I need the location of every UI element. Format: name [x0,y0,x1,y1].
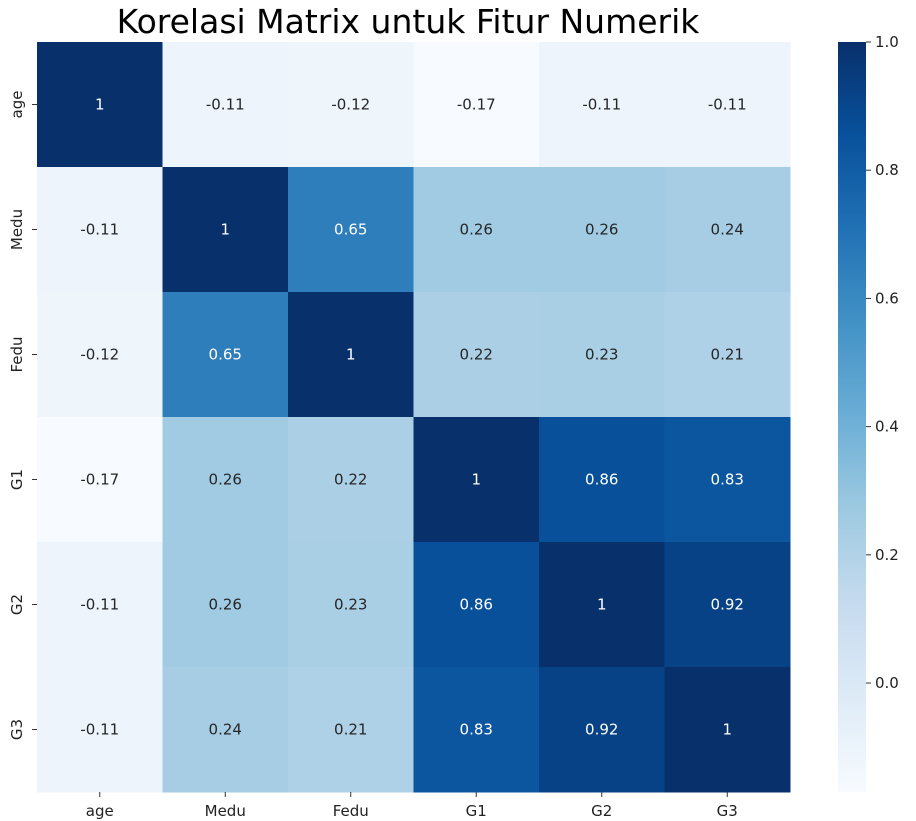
x-tick-label: Medu [205,802,246,820]
heatmap-cell [664,292,791,418]
heatmap-cell [37,542,163,668]
cell-value-label: 1 [95,96,105,114]
colorbar-tick-label: 0.0 [875,674,899,692]
cell-value-label: -0.11 [582,96,621,114]
colorbar-tick-label: 0.2 [875,546,899,564]
cell-value-label: -0.11 [206,96,245,114]
cell-value-label: 0.92 [711,596,744,614]
cell-value-label: 0.26 [460,221,493,239]
heatmap-cell [539,292,665,418]
heatmap-cell [288,42,414,168]
cell-value-label: 0.65 [209,346,242,364]
heatmap-cell [162,542,289,668]
cell-value-label: -0.11 [80,721,119,739]
heatmap-cell [413,667,540,793]
cell-value-label: 0.92 [585,721,618,739]
heatmap-cell [288,667,414,793]
colorbar-tick-label: 0.6 [875,289,899,307]
y-tick-label: age [8,91,26,119]
heatmap-cell [664,417,791,543]
x-tick-label: G1 [466,802,487,820]
heatmap-cell [664,542,791,668]
heatmap-cell [413,542,540,668]
heatmap-cell [413,292,540,418]
cell-value-label: 0.26 [209,471,242,489]
heatmap-cell [162,292,289,418]
cell-value-label: 1 [597,596,607,614]
heatmap-cell [162,167,289,293]
chart-title: Korelasi Matrix untuk Fitur Numerik [117,2,701,41]
cell-value-label: 0.22 [334,471,367,489]
cell-value-label: 0.65 [334,221,367,239]
x-tick-label: age [86,802,114,820]
cell-value-label: -0.11 [80,596,119,614]
cell-value-label: 0.21 [711,346,744,364]
x-axis: age Medu Fedu G1 G2 G3 [86,792,738,820]
y-tick-label: Fedu [8,336,26,372]
colorbar-gradient [838,42,866,792]
cell-value-label: 0.26 [209,596,242,614]
heatmap-cell [664,167,791,293]
y-tick-label: G1 [8,469,26,490]
cell-value-label: -0.17 [80,471,119,489]
x-tick-label: Fedu [333,802,369,820]
y-tick-label: G3 [8,719,26,740]
heatmap-cell [539,542,665,668]
cell-value-label: 0.23 [585,346,618,364]
cell-value-label: 1 [722,721,732,739]
heatmap-cell [37,167,163,293]
cell-value-label: -0.11 [708,96,747,114]
colorbar-tick-label: 1.0 [875,33,899,51]
heatmap-cell [413,167,540,293]
heatmap-cell [162,417,289,543]
cell-value-label: 0.24 [711,221,744,239]
heatmap-cell [37,417,163,543]
heatmap-cell [288,167,414,293]
cell-value-label: 1 [220,221,230,239]
cell-value-label: 0.23 [334,596,367,614]
cell-value-label: 0.21 [334,721,367,739]
colorbar-tick-label: 0.4 [875,418,899,436]
cell-value-label: 0.83 [711,471,744,489]
x-tick-label: G3 [717,802,738,820]
heatmap-cell [288,417,414,543]
heatmap-cell [664,667,791,793]
heatmap-cell [539,417,665,543]
cell-value-label: 0.86 [585,471,618,489]
cell-value-label: -0.12 [80,346,119,364]
heatmap-cell [539,167,665,293]
cell-value-label: 0.22 [460,346,493,364]
cell-value-label: -0.17 [457,96,496,114]
heatmap-cell [162,667,289,793]
heatmap-cell [539,42,665,168]
cell-value-label: 1 [471,471,481,489]
cell-value-label: 0.24 [209,721,242,739]
y-tick-label: G2 [8,594,26,615]
heatmap-cell [413,417,540,543]
heatmap-cell [664,42,791,168]
heatmap-cell [37,292,163,418]
cell-value-label: 0.86 [460,596,493,614]
cell-value-label: -0.12 [331,96,370,114]
y-axis: age Medu Fedu G1 G2 G3 [8,91,37,740]
cell-value-label: -0.11 [80,221,119,239]
cell-value-label: 1 [346,346,356,364]
colorbar: 0.0 0.2 0.4 0.6 0.8 1.0 [838,33,899,792]
y-tick-label: Medu [8,209,26,250]
heatmap-cell [162,42,289,168]
x-tick-label: G2 [591,802,612,820]
cell-value-label: 0.26 [585,221,618,239]
heatmap-cell [413,42,540,168]
heatmap-cell [37,667,163,793]
heatmap-cells: 1 -0.11 -0.12 -0.17 -0.11 -0.11 -0.11 1 0.65 0.26… [37,42,791,793]
heatmap-cell [37,42,163,168]
heatmap-cell [288,542,414,668]
heatmap-cell [539,667,665,793]
colorbar-tick-label: 0.8 [875,161,899,179]
cell-value-label: 0.83 [460,721,493,739]
heatmap-cell [288,292,414,418]
